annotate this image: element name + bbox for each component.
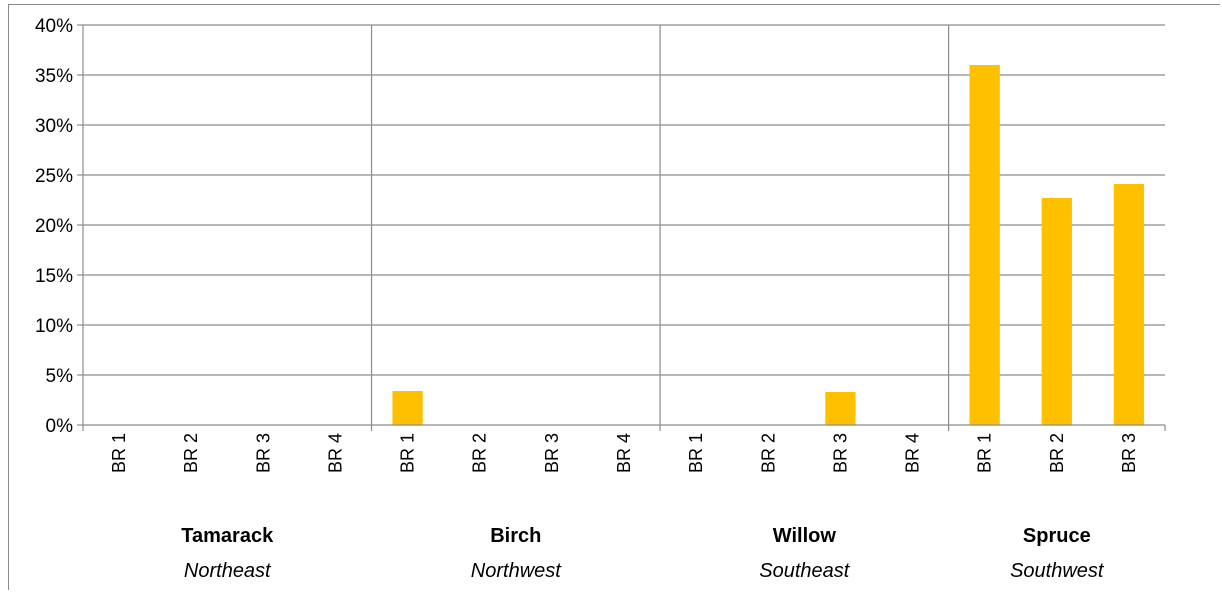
axes: [77, 24, 1166, 431]
category-label: BR 3: [830, 433, 850, 473]
category-label: BR 1: [398, 433, 418, 473]
y-tick-label: 30%: [35, 116, 73, 137]
category-label: BR 1: [109, 433, 129, 473]
group-name-label: Tamarack: [181, 525, 274, 547]
bar: [1113, 184, 1145, 425]
group-region-label: Southeast: [759, 560, 851, 582]
category-label: BR 2: [1047, 433, 1067, 473]
category-label: BR 1: [686, 433, 706, 473]
category-label: BR 3: [1119, 433, 1139, 473]
category-label: BR 3: [253, 433, 273, 473]
category-label: BR 2: [758, 433, 778, 473]
x-category-labels: BR 1 BR 2 BR 3 BR 4 BR 1 BR 2 BR 3 BR 4 BR 1 BR 2…: [109, 433, 1139, 473]
category-label: BR 4: [903, 433, 923, 473]
category-label: BR 4: [325, 433, 345, 473]
gridlines: [83, 24, 1165, 376]
group-region-label: Northwest: [471, 560, 562, 582]
group-separators: [370, 25, 950, 431]
y-tick-label: 25%: [35, 166, 73, 187]
category-label: BR 2: [470, 433, 490, 473]
y-tick-label: 20%: [35, 216, 73, 237]
bars: [392, 65, 1145, 425]
category-label: BR 3: [542, 433, 562, 473]
bar: [1041, 198, 1072, 425]
y-tick-labels: 0% 5% 10% 15% 20% 25% 30% 35% 40%: [35, 16, 73, 437]
bar: [392, 391, 423, 425]
y-tick-label: 40%: [35, 16, 73, 37]
group-region-label: Southwest: [1010, 560, 1105, 582]
y-tick-label: 10%: [35, 316, 73, 337]
group-name-label: Willow: [773, 525, 837, 547]
group-name-label: Spruce: [1023, 525, 1091, 547]
y-tick-label: 35%: [35, 66, 73, 87]
bar: [825, 392, 856, 425]
category-label: BR 1: [975, 433, 995, 473]
group-region-label: Northeast: [184, 560, 272, 582]
category-label: BR 4: [614, 433, 634, 473]
y-tick-label: 15%: [35, 266, 73, 287]
chart-frame: [8, 4, 1220, 590]
y-tick-label: 0%: [46, 416, 74, 437]
bar: [969, 65, 1000, 425]
y-tick-label: 5%: [46, 366, 74, 387]
group-name-label: Birch: [490, 525, 541, 547]
category-label: BR 2: [181, 433, 201, 473]
group-labels: Tamarack Northeast Birch Northwest Willow Sou…: [181, 525, 1105, 582]
